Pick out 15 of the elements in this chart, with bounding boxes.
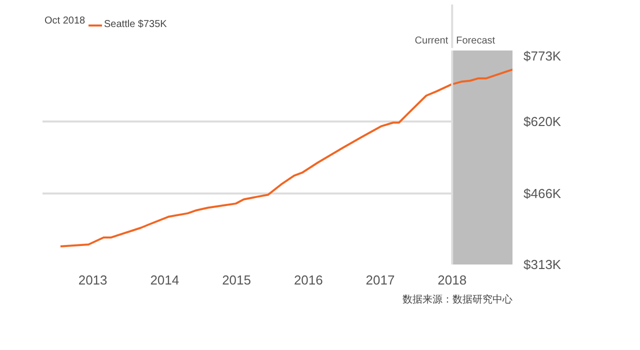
- y-tick-label: $466K: [524, 186, 562, 201]
- legend-label: Seattle $735K: [104, 19, 167, 30]
- x-tick-label: 2018: [438, 272, 467, 288]
- band-label: Forecast: [456, 35, 496, 46]
- legend-title: Oct 2018: [44, 16, 86, 26]
- x-tick-label: 2013: [78, 272, 108, 288]
- y-tick-label: $620K: [524, 114, 562, 130]
- source-note: 数据来源：数据研究中心: [402, 294, 512, 306]
- ref-line-label: Current: [414, 35, 448, 46]
- x-tick-label: 2016: [294, 272, 323, 288]
- x-tick-label: 2017: [366, 272, 395, 288]
- y-tick-label: $313K: [524, 257, 562, 272]
- x-tick-label: 2015: [222, 272, 251, 288]
- y-tick-label: $773K: [524, 48, 562, 64]
- x-tick-label: 2014: [150, 272, 180, 288]
